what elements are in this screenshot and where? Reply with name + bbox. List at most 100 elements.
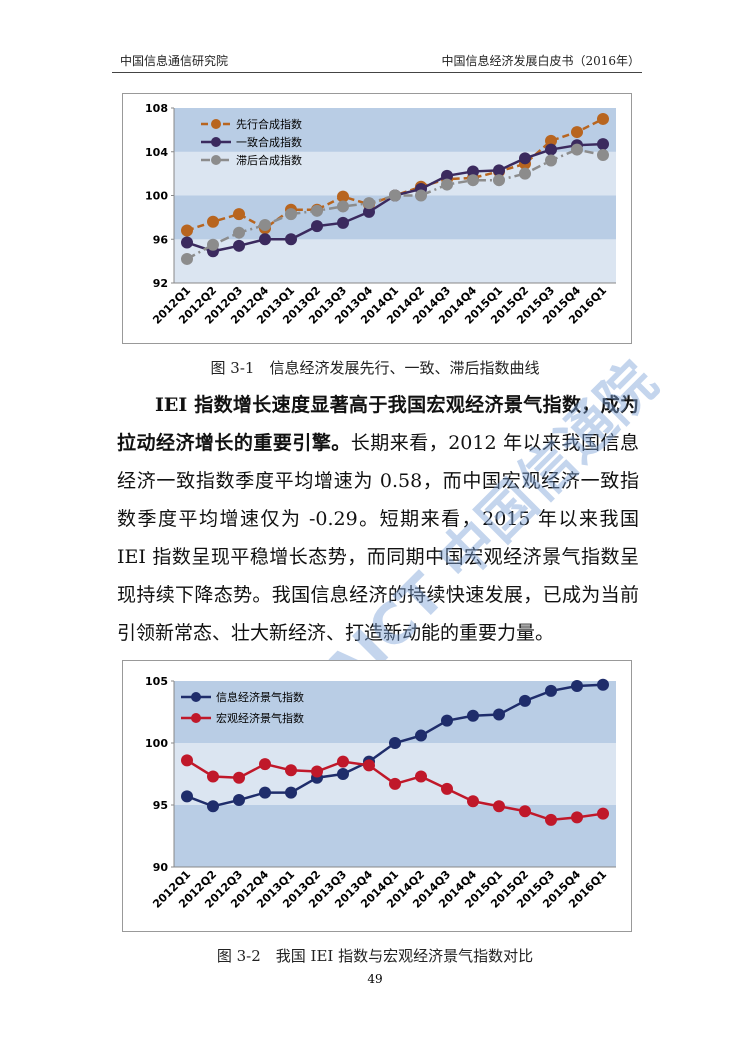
legend-label: 宏观经济景气指数: [216, 711, 304, 725]
paragraph: IEI 指数增长速度显著高于我国宏观经济景气指数，成为拉动经济增长的重要引擎。长…: [117, 386, 639, 652]
point: [285, 764, 297, 777]
point: [363, 759, 375, 772]
series-line: [186, 148, 604, 261]
point: [181, 790, 193, 803]
y-tick-label: 100: [145, 190, 168, 203]
point: [415, 770, 427, 783]
point: [493, 174, 505, 187]
point: [233, 771, 245, 784]
point: [181, 252, 193, 265]
point: [441, 169, 453, 182]
legend-marker: [211, 119, 221, 129]
point: [493, 708, 505, 721]
point: [441, 782, 453, 795]
lead-text: IEI 指数增长速度显著高于我国宏观经济景气指数，成为拉动经济增长的重要引擎。: [117, 394, 639, 454]
point: [233, 226, 245, 239]
point: [545, 154, 557, 167]
point: [363, 197, 375, 210]
point: [519, 694, 531, 707]
point: [545, 813, 557, 826]
point: [519, 167, 531, 180]
point: [207, 215, 219, 228]
point: [233, 794, 245, 807]
page-number: 49: [367, 972, 383, 986]
point: [415, 729, 427, 742]
point: [181, 236, 193, 249]
point: [259, 233, 271, 246]
body-text: 长期来看，2012 年以来我国信息经济一致指数季度平均增速为 0.58，而中国宏…: [117, 432, 639, 644]
y-tick-label: 92: [153, 277, 168, 290]
point: [337, 190, 349, 203]
y-tick-label: 95: [153, 799, 168, 812]
point: [337, 200, 349, 213]
point: [571, 143, 583, 156]
point: [207, 800, 219, 813]
band: [174, 681, 616, 743]
point: [233, 239, 245, 252]
point: [441, 178, 453, 191]
legend-label: 信息经济景气指数: [216, 690, 304, 704]
legend-marker: [191, 692, 201, 702]
point: [597, 807, 609, 820]
point: [441, 714, 453, 727]
band: [174, 195, 616, 240]
y-tick-label: 105: [145, 675, 168, 688]
point: [467, 709, 479, 722]
point: [519, 152, 531, 165]
point: [285, 786, 297, 799]
point: [571, 679, 583, 692]
point: [363, 205, 375, 218]
point: [311, 204, 323, 217]
point: [259, 219, 271, 232]
point: [545, 143, 557, 156]
y-tick-label: 90: [153, 861, 169, 874]
point: [259, 758, 271, 771]
legend-marker: [191, 713, 201, 723]
band: [174, 805, 616, 867]
y-tick-label: 96: [153, 233, 169, 246]
legend-marker: [211, 155, 221, 165]
point: [415, 189, 427, 202]
y-tick-label: 108: [145, 102, 168, 115]
point: [545, 134, 557, 147]
point: [285, 208, 297, 221]
legend-label: 先行合成指数: [236, 117, 302, 131]
caption: 图 3-2 我国 IEI 指数与宏观经济景气指数对比: [216, 947, 534, 965]
point: [285, 233, 297, 246]
point: [233, 208, 245, 221]
chart: 90951001052012Q12012Q22012Q32012Q42013Q1…: [122, 660, 632, 932]
point: [259, 786, 271, 799]
point: [337, 768, 349, 780]
point: [389, 777, 401, 790]
point: [337, 216, 349, 229]
header-right: 中国信息经济发展白皮书（2016年）: [441, 54, 640, 68]
point: [493, 800, 505, 813]
point: [207, 238, 219, 251]
point: [467, 174, 479, 187]
point: [597, 138, 609, 151]
point: [467, 795, 479, 808]
legend-label: 一致合成指数: [236, 135, 302, 149]
point: [389, 189, 401, 202]
point: [519, 805, 531, 818]
header-left: 中国信息通信研究院: [120, 54, 229, 68]
point: [597, 149, 609, 162]
point: [493, 164, 505, 177]
legend-label: 滞后合成指数: [236, 153, 302, 167]
band: [174, 108, 616, 152]
chart: 92961001041082012Q12012Q22012Q32012Q4201…: [122, 93, 632, 344]
point: [389, 737, 401, 749]
caption: 图 3-1 信息经济发展先行、一致、滞后指数曲线: [210, 359, 540, 377]
point: [597, 678, 609, 691]
header-rule: [112, 72, 642, 73]
point: [311, 765, 323, 778]
point: [545, 684, 557, 697]
point: [207, 770, 219, 783]
legend-marker: [211, 137, 221, 147]
y-tick-label: 104: [145, 146, 168, 159]
point: [337, 755, 349, 768]
point: [467, 165, 479, 178]
point: [571, 126, 583, 139]
point: [181, 754, 193, 767]
